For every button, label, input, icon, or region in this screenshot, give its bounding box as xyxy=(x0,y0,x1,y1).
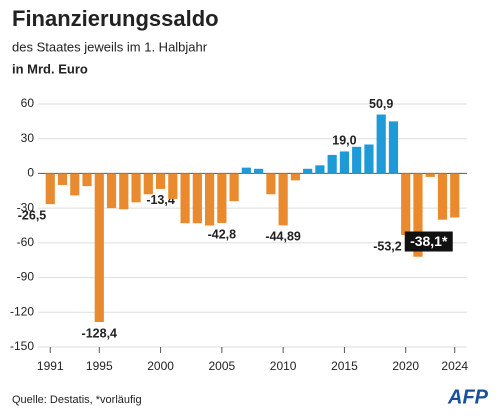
bar xyxy=(229,173,239,202)
chart-title: Finanzierungssaldo xyxy=(12,6,219,31)
y-tick-label: -90 xyxy=(17,270,35,284)
value-label: -128,4 xyxy=(82,326,117,340)
value-label: -38,1* xyxy=(410,233,448,249)
bar xyxy=(388,121,399,174)
bar xyxy=(437,173,448,220)
bar xyxy=(192,173,202,224)
bar xyxy=(45,173,55,205)
x-tick-label: 1995 xyxy=(86,359,113,373)
x-tick-label: 2015 xyxy=(331,359,358,373)
unit-label: in Mrd. Euro xyxy=(12,61,88,76)
bar xyxy=(217,173,227,223)
bar xyxy=(339,151,350,174)
bar xyxy=(290,173,300,181)
bar xyxy=(241,167,251,174)
x-tick-label: 2005 xyxy=(209,359,236,373)
logo: AFP xyxy=(447,386,489,408)
value-label: -26,5 xyxy=(18,208,47,222)
bar xyxy=(143,173,153,195)
y-tick-label: -30 xyxy=(17,200,35,214)
bar xyxy=(82,173,92,187)
bar xyxy=(254,168,264,174)
bar xyxy=(364,144,374,174)
bar xyxy=(278,173,288,226)
value-label: -42,8 xyxy=(208,227,237,241)
chart-subtitle: des Staates jeweils im 1. Halbjahr xyxy=(12,39,208,54)
bar xyxy=(266,173,276,195)
bar xyxy=(70,173,80,196)
x-tick-label: 1991 xyxy=(37,359,64,373)
bar xyxy=(352,146,362,174)
x-tick-label: 2024 xyxy=(441,359,468,373)
y-tick-label: 30 xyxy=(21,131,35,145)
source: Quelle: Destatis, *vorläufig xyxy=(12,394,142,406)
bar xyxy=(303,168,313,174)
bar xyxy=(425,173,435,177)
bar xyxy=(205,173,215,226)
value-label: -44,89 xyxy=(265,230,300,244)
bar xyxy=(106,173,117,209)
value-label: 19,0 xyxy=(332,134,356,148)
y-tick-label: -150 xyxy=(10,339,34,353)
value-label: -13,4 xyxy=(146,193,175,207)
bar xyxy=(168,173,178,199)
x-tick-label: 2020 xyxy=(392,359,419,373)
y-tick-label: 60 xyxy=(21,96,35,110)
y-tick-label: -120 xyxy=(10,304,34,318)
x-tick-label: 2010 xyxy=(270,359,297,373)
bar xyxy=(401,173,411,235)
bar xyxy=(131,173,141,203)
value-label: -53,2 xyxy=(373,239,402,253)
value-label: 50,9 xyxy=(369,97,393,111)
x-tick-label: 2000 xyxy=(147,359,174,373)
bar xyxy=(180,173,190,224)
value-label-box xyxy=(404,231,453,252)
bar xyxy=(413,173,423,257)
bar xyxy=(94,173,104,323)
bar xyxy=(450,173,460,218)
bar xyxy=(57,173,68,185)
bar xyxy=(119,173,129,210)
bar xyxy=(376,114,386,174)
y-tick-label: -60 xyxy=(17,235,35,249)
bar xyxy=(327,154,337,174)
bar xyxy=(315,165,325,174)
y-tick-label: 0 xyxy=(27,166,34,180)
bar xyxy=(155,173,166,189)
